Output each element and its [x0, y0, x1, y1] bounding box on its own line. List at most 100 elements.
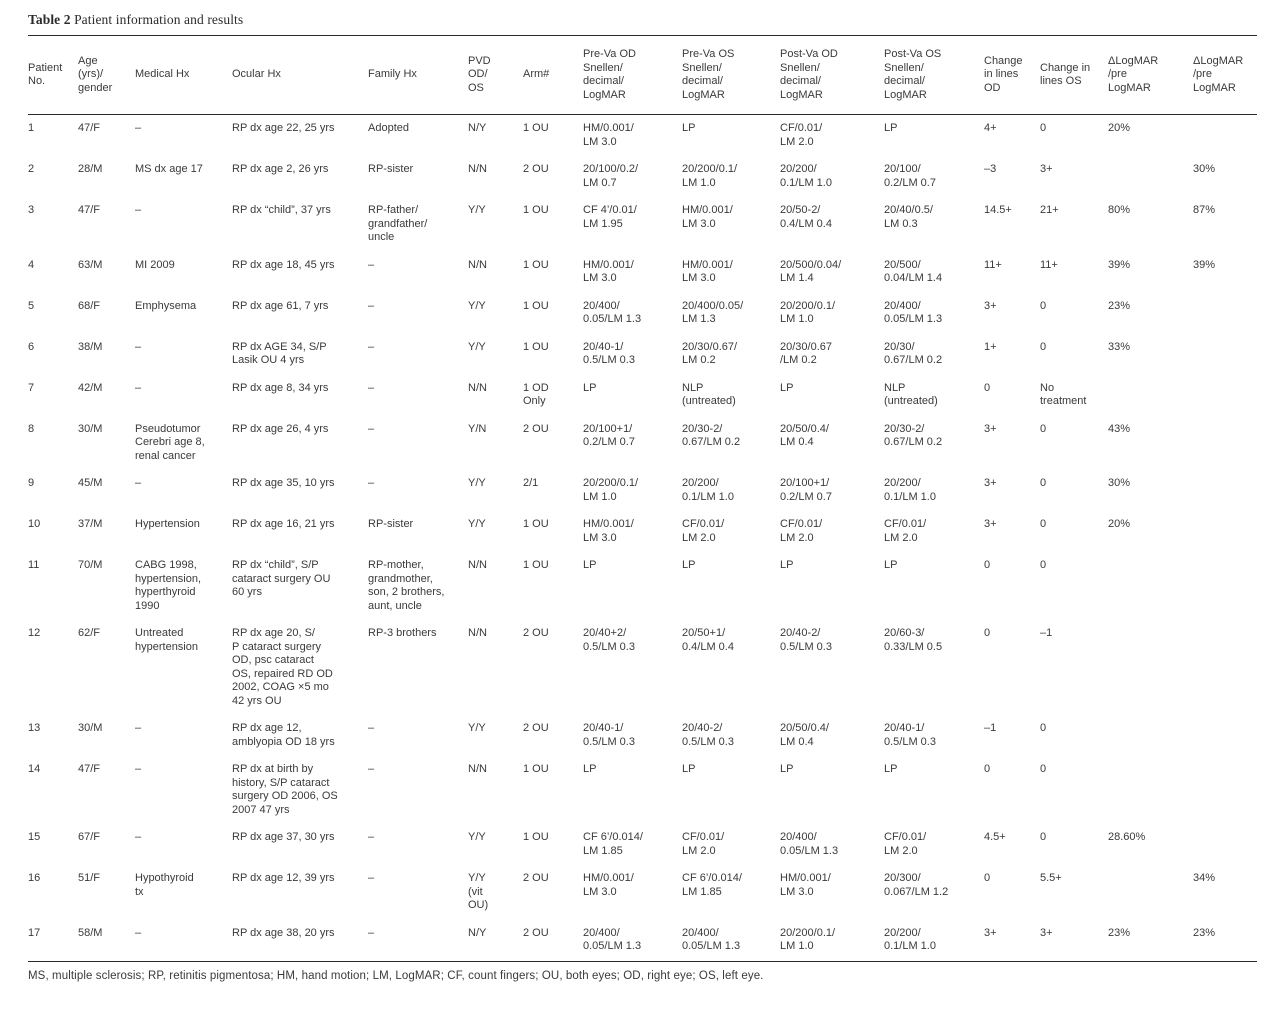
table-cell: LP [583, 763, 597, 775]
table-row: 3 47/F – RP dx “child”, 37 yrs RP-father/ gr… [28, 197, 1257, 252]
table-cell: RP dx age 35, 10 yrs [232, 477, 335, 489]
table-cell: 5 [28, 299, 35, 312]
table-cell: LP [583, 381, 597, 394]
table-cell: LP [780, 559, 794, 571]
table-cell: 47/F [78, 204, 101, 216]
table-cell: 30% [1193, 163, 1216, 175]
table-cell: 0 [1040, 763, 1047, 775]
table-cell: – [368, 340, 375, 353]
table-cell: 20/400/ 0.05/LM 1.3 [884, 299, 943, 326]
column-header: Age (yrs)/ gender [78, 35, 135, 115]
table-row: 13 30/M – RP dx age 12, amblyopia OD 18 yrs… [28, 715, 1257, 756]
table-cell: 1 OU [523, 204, 549, 216]
table-cell: 20/50+1/ 0.4/LM 0.4 [682, 627, 734, 653]
table-cell: 2 OU [523, 163, 549, 175]
table-cell: 67/F [78, 831, 101, 843]
table-cell: HM/0.001/ LM 3.0 [682, 258, 733, 285]
table-cell: 20/40+2/ 0.5/LM 0.3 [583, 627, 635, 653]
table-cell: LP [884, 122, 898, 134]
table-cell: MI 2009 [135, 258, 175, 271]
table-cell: CF/0.01/ LM 2.0 [682, 831, 725, 857]
column-header: Post-Va OD Snellen/ decimal/ LogMAR [780, 35, 884, 115]
table-row: 7 42/M – RP dx age 8, 34 yrs – N/N 1 OD Only LP… [28, 375, 1257, 416]
table-cell: 3+ [1040, 926, 1053, 939]
column-header: Medical Hx [135, 35, 232, 115]
column-header: Patient No. [28, 35, 78, 115]
table-cell: 20/50/0.4/ LM 0.4 [780, 422, 829, 449]
table-cell: NLP (untreated) [682, 381, 736, 408]
table-row: 14 47/F – RP dx at birth by history, S/P ca… [28, 756, 1257, 824]
table-cell: 0 [1040, 477, 1047, 489]
table-cell: 38/M [78, 340, 103, 353]
table-cell: 20/60-3/ 0.33/LM 0.5 [884, 627, 943, 653]
table-cell: 20/40-1/ 0.5/LM 0.3 [583, 340, 635, 367]
table-cell: 2 OU [523, 926, 549, 939]
table-cell: 20/200/ 0.1/LM 1.0 [884, 926, 936, 953]
table-cell: RP-father/ grandfather/ uncle [368, 204, 428, 243]
table-cell: 0 [984, 559, 991, 571]
table-cell [1193, 470, 1257, 511]
table-cell: 20/500/0.04/ LM 1.4 [780, 258, 842, 285]
table-cell: 43% [1108, 422, 1131, 435]
table-cell: 12 [28, 627, 41, 639]
table-cell: – [368, 926, 375, 939]
table-cell: 20/500/ 0.04/LM 1.4 [884, 258, 943, 285]
table-cell: 47/F [78, 763, 101, 775]
table-cell: 0 [1040, 299, 1047, 312]
table-row: 17 58/M – RP dx age 38, 20 yrs – N/Y 2 OU 20/40… [28, 920, 1257, 962]
table-cell: 51/F [78, 872, 101, 884]
table-cell: – [135, 477, 142, 489]
table-cell: – [135, 926, 142, 939]
table-cell: 20/200/0.1/ LM 1.0 [780, 926, 836, 953]
table-cell: 0 [1040, 722, 1047, 734]
table-cell: 20/40-1/ 0.5/LM 0.3 [583, 722, 635, 748]
table-cell: 37/M [78, 518, 103, 530]
table-row: 10 37/M Hypertension RP dx age 16, 21 yrs RP… [28, 511, 1257, 552]
table-cell: 70/M [78, 559, 103, 571]
table-cell [1108, 715, 1193, 756]
table-cell: NLP (untreated) [884, 381, 938, 408]
table-cell: Emphysema [135, 299, 197, 312]
table-cell: 2 [28, 163, 35, 175]
table-cell: – [135, 381, 142, 394]
table-cell: CF/0.01/ LM 2.0 [780, 122, 823, 148]
table-cell: – [135, 722, 142, 734]
table-cell: 10 [28, 518, 41, 530]
column-header: Change in lines OS [1040, 35, 1108, 115]
table-cell: 2 OU [523, 422, 549, 435]
table-cell: 30% [1108, 477, 1131, 489]
table-cell: 20/400/ 0.05/LM 1.3 [682, 926, 741, 953]
table-cell: 20/40/0.5/ LM 0.3 [884, 204, 933, 230]
table-cell: 58/M [78, 926, 103, 939]
table-cell: N/N [468, 163, 487, 175]
table-cell: Y/Y [468, 340, 486, 353]
table-cell: CF/0.01/ LM 2.0 [682, 518, 725, 544]
table-cell: 14 [28, 763, 41, 775]
table-cell: LP [780, 381, 794, 394]
table-cell: CF/0.01/ LM 2.0 [884, 518, 927, 544]
table-cell: 63/M [78, 258, 103, 271]
table-cell: 0 [1040, 559, 1047, 571]
table-cell: RP dx age 18, 45 yrs [232, 258, 335, 271]
table-cell: RP-sister [368, 518, 414, 530]
table-cell: – [368, 422, 375, 435]
table-cell: HM/0.001/ LM 3.0 [583, 872, 634, 898]
table-cell: Hypertension [135, 518, 200, 530]
table-cell: 1 OU [523, 518, 549, 530]
table-cell: 1 OD Only [523, 381, 549, 408]
table-cell: Pseudotumor Cerebri age 8, renal cancer [135, 422, 205, 462]
table-cell: 87% [1193, 204, 1216, 216]
table-cell: 20/100/0.2/ LM 0.7 [583, 163, 639, 189]
table-cell: 4 [28, 258, 35, 271]
table-cell: 20% [1108, 518, 1131, 530]
table-cell [1193, 715, 1257, 756]
table-cell: RP dx age 38, 20 yrs [232, 926, 335, 939]
table-cell: RP-mother, grandmother, son, 2 brothers,… [368, 559, 445, 612]
table-row: 8 30/M Pseudotumor Cerebri age 8, renal ca… [28, 416, 1257, 471]
table-cell: N/N [468, 258, 487, 271]
table-cell: N/Y [468, 122, 487, 134]
table-cell: 20/100+1/ 0.2/LM 0.7 [780, 477, 832, 503]
column-header: ΔLogMAR /pre LogMAR [1108, 35, 1193, 115]
table-row: 12 62/F Untreated hypertension RP dx age 20… [28, 620, 1257, 715]
